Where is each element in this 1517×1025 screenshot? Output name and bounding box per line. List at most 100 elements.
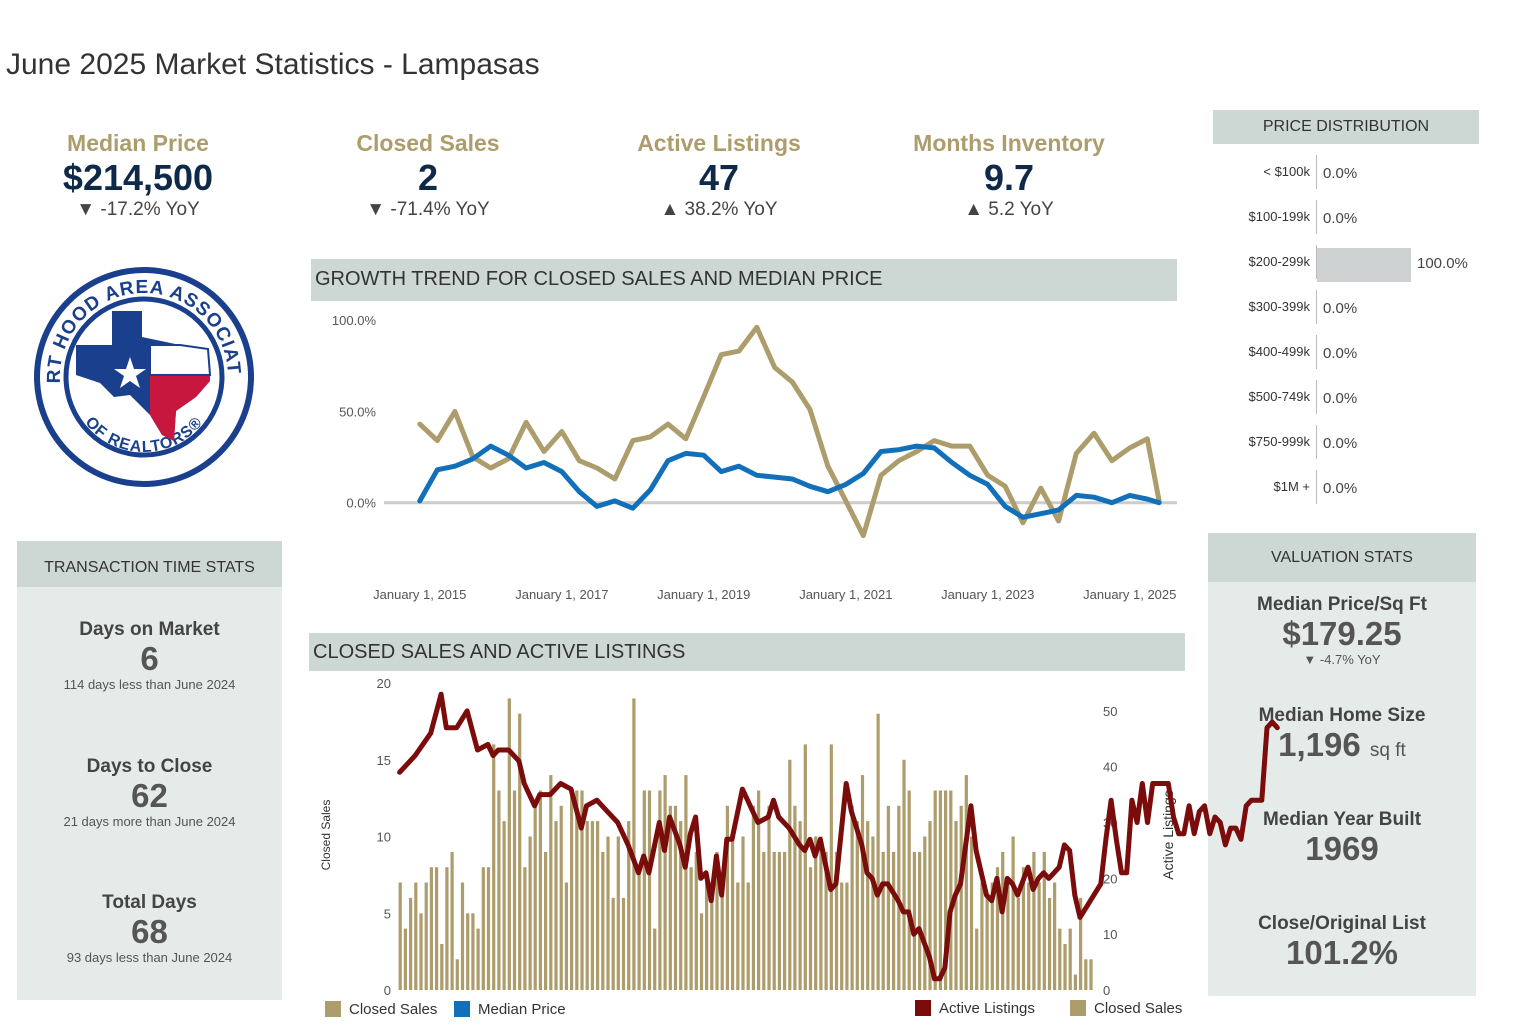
closed-sales-bar: [653, 928, 657, 990]
closed-sales-bar: [554, 821, 558, 990]
closed-sales-bar: [944, 790, 948, 990]
closed-sales-bar: [860, 775, 865, 990]
right-y-tick-label: 50: [1103, 704, 1117, 719]
left-y-tick-label: 15: [377, 753, 391, 768]
stat-value: 1969: [1305, 830, 1379, 867]
stat-value: 6: [140, 640, 159, 677]
closed-sales-bar: [564, 882, 569, 990]
closed-sales-bar: [959, 805, 963, 990]
distribution-axis: [1316, 245, 1317, 279]
distribution-axis: [1316, 425, 1317, 459]
closed-sales-bar: [679, 821, 683, 990]
closed-sales-bar: [783, 851, 787, 990]
closed-sales-bar: [975, 928, 979, 990]
kpi-label: Median Price: [67, 130, 209, 156]
closed-sales-bar: [1089, 959, 1093, 990]
closed-sales-bar: [476, 928, 480, 990]
legend-swatch: [915, 1000, 931, 1016]
closed-sales-bar: [767, 805, 771, 990]
closed-sales-bar: [1037, 882, 1041, 990]
price-distribution-row: $300-399k 0.0%: [1213, 290, 1483, 326]
closed-sales-bar: [398, 882, 402, 990]
closed-sales-bar: [621, 897, 626, 990]
legend-swatch: [325, 1001, 341, 1017]
price-range-label: $100-199k: [1248, 209, 1310, 224]
closed-sales-bar: [892, 851, 896, 990]
distribution-bar: [1317, 248, 1411, 282]
closed-sales-bar: [980, 882, 984, 990]
closed-sales-bar: [575, 790, 579, 990]
closed-sales-bar: [751, 805, 756, 990]
closed-sales-bar: [689, 867, 693, 990]
closed-sales-bar: [486, 867, 491, 990]
series-line-closed-sales: [417, 324, 1162, 539]
closed-sales-bar: [507, 698, 511, 990]
stat-year-built: Median Year Built 1969: [1208, 809, 1476, 867]
valuation-stats-panel: VALUATION STATS Median Price/Sq Ft $179.…: [1208, 533, 1476, 996]
closed-sales-bar: [1053, 882, 1057, 990]
legend-closed-sales-bars[interactable]: Closed Sales: [1070, 1000, 1182, 1017]
legend-active-listings[interactable]: Active Listings: [915, 1000, 1035, 1017]
closed-sales-bar: [736, 882, 740, 990]
stat-price-per-sqft: Median Price/Sq Ft $179.25 ▼ -4.7% YoY: [1208, 594, 1476, 667]
closed-sales-bar: [710, 882, 714, 990]
closed-sales-bar: [954, 821, 958, 990]
closed-sales-bar: [502, 821, 506, 990]
price-range-label: $500-749k: [1248, 389, 1310, 404]
stat-sub: ▼ -4.7% YoY: [1303, 652, 1381, 667]
closed-sales-bar: [684, 775, 688, 990]
closed-sales-bar: [923, 836, 927, 990]
closed-sales-bar: [559, 805, 563, 990]
legend-median-price[interactable]: Median Price: [454, 1001, 566, 1018]
closed-sales-bar: [1011, 836, 1015, 990]
stat-label: Median Home Size: [1258, 705, 1426, 726]
closed-sales-bar: [419, 913, 423, 991]
right-y-tick-label: 20: [1103, 871, 1117, 886]
price-range-label: $750-999k: [1248, 434, 1310, 449]
closed-sales-bar: [585, 821, 589, 990]
stat-total-days: Total Days 68 93 days less than June 202…: [17, 892, 282, 965]
closed-sales-bar: [429, 867, 434, 990]
closed-sales-bar: [1058, 928, 1062, 990]
closed-sales-bar: [845, 882, 849, 990]
closed-sales-bar: [580, 790, 584, 990]
sales-chart-header: CLOSED SALES AND ACTIVE LISTINGS: [309, 633, 1185, 671]
closed-sales-bar: [814, 836, 818, 990]
stat-close-original-list: Close/Original List 101.2%: [1208, 913, 1476, 971]
left-y-axis-label: Closed Sales: [319, 800, 333, 871]
closed-sales-bar: [772, 851, 776, 990]
closed-sales-bar: [928, 821, 932, 990]
panel-title: VALUATION STATS: [1208, 533, 1476, 582]
stat-value: 68: [131, 913, 168, 950]
legend-closed-sales[interactable]: Closed Sales: [325, 1001, 437, 1018]
legend-label: Active Listings: [939, 1000, 1035, 1017]
closed-sales-bar: [627, 821, 631, 990]
x-tick-label: January 1, 2023: [941, 587, 1034, 602]
distribution-value: 0.0%: [1323, 435, 1358, 452]
closed-sales-bar: [518, 713, 522, 990]
distribution-value: 0.0%: [1323, 210, 1358, 227]
closed-sales-bar: [1006, 882, 1010, 990]
stat-label: Close/Original List: [1258, 913, 1426, 934]
left-y-tick-label: 10: [377, 830, 391, 845]
right-y-tick-label: 40: [1103, 760, 1117, 775]
closed-sales-bar: [414, 882, 418, 990]
closed-sales-bar: [512, 790, 517, 990]
closed-sales-bar: [611, 897, 615, 990]
closed-sales-bar: [897, 805, 901, 990]
closed-sales-bar: [445, 867, 449, 990]
price-range-label: $300-399k: [1248, 299, 1310, 314]
closed-sales-bar: [637, 867, 641, 990]
closed-sales-bar: [544, 851, 548, 990]
closed-sales-bar: [757, 790, 761, 990]
kpi-value: 2: [417, 157, 439, 198]
x-tick-label: January 1, 2021: [799, 587, 892, 602]
stat-value: 62: [131, 777, 168, 814]
kpi-change: ▼ -17.2% YoY: [76, 199, 200, 220]
closed-sales-bar: [1063, 944, 1067, 990]
closed-sales-bar: [803, 744, 807, 990]
closed-sales-bar: [492, 744, 496, 990]
stat-sub: 114 days less than June 2024: [63, 677, 236, 692]
closed-sales-bar: [481, 867, 485, 990]
distribution-value: 0.0%: [1323, 390, 1358, 407]
